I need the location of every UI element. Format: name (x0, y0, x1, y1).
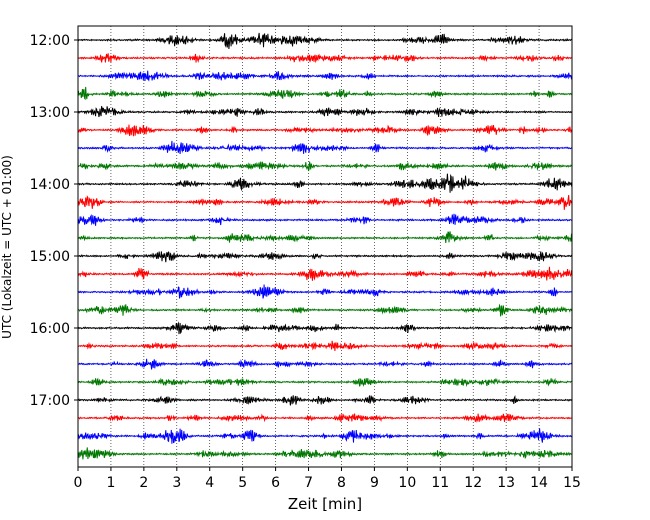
trace-1630 (77, 358, 573, 370)
x-tick-label: 8 (337, 475, 346, 491)
y-axis-label: UTC (Lokalzeit = UTC + 01:00) (0, 155, 14, 339)
x-tick-label: 10 (398, 475, 416, 491)
trace-1315 (77, 124, 572, 137)
x-tick-label: 14 (530, 475, 548, 491)
y-tick-label: 13:00 (30, 105, 70, 121)
trace-1600 (77, 321, 573, 335)
x-tick-label: 11 (431, 475, 449, 491)
x-tick-label: 3 (172, 475, 181, 491)
trace-1430 (77, 213, 573, 226)
plot-frame (77, 25, 573, 468)
y-tick-label: 16:00 (30, 321, 70, 337)
trace-1715 (77, 413, 573, 423)
x-tick-label: 9 (370, 475, 379, 491)
trace-1330 (77, 140, 573, 155)
y-tick-label: 14:00 (30, 177, 70, 193)
trace-1545 (77, 303, 573, 317)
seismic-traces (77, 32, 573, 460)
trace-1530 (77, 284, 573, 299)
x-tick-label: 2 (139, 475, 148, 491)
trace-1445 (77, 231, 573, 243)
trace-1215 (77, 53, 573, 64)
y-tick-label: 17:00 (30, 393, 70, 409)
trace-1645 (77, 377, 573, 387)
trace-1415 (77, 194, 573, 210)
trace-1300 (77, 106, 573, 118)
trace-1400 (77, 173, 573, 193)
trace-1730 (77, 428, 573, 444)
trace-1230 (77, 70, 573, 82)
y-axis-ticks: 12:00 13:00 14:00 15:00 16:00 17:00 (30, 33, 78, 409)
trace-1745 (77, 447, 573, 460)
trace-1200 (77, 32, 573, 49)
x-tick-label: 15 (563, 475, 581, 491)
x-tick-label: 0 (74, 475, 83, 491)
x-axis-label: Zeit [min] (288, 495, 362, 513)
x-tick-label: 1 (106, 475, 115, 491)
x-tick-label: 7 (304, 475, 313, 491)
x-tick-label: 12 (464, 475, 482, 491)
y-tick-label: 12:00 (30, 33, 70, 49)
x-tick-label: 6 (271, 475, 280, 491)
x-tick-label: 4 (205, 475, 214, 491)
y-tick-label: 15:00 (30, 249, 70, 265)
trace-1615 (77, 340, 573, 352)
trace-1500 (77, 250, 573, 263)
x-tick-label: 13 (497, 475, 515, 491)
trace-1345 (77, 161, 573, 172)
x-axis-ticks: 0 1 2 3 4 5 6 7 8 9 10 11 12 13 14 15 (74, 467, 581, 491)
trace-1515 (77, 266, 573, 281)
trace-1245 (77, 86, 573, 101)
x-tick-label: 5 (238, 475, 247, 491)
trace-1700 (77, 394, 573, 406)
